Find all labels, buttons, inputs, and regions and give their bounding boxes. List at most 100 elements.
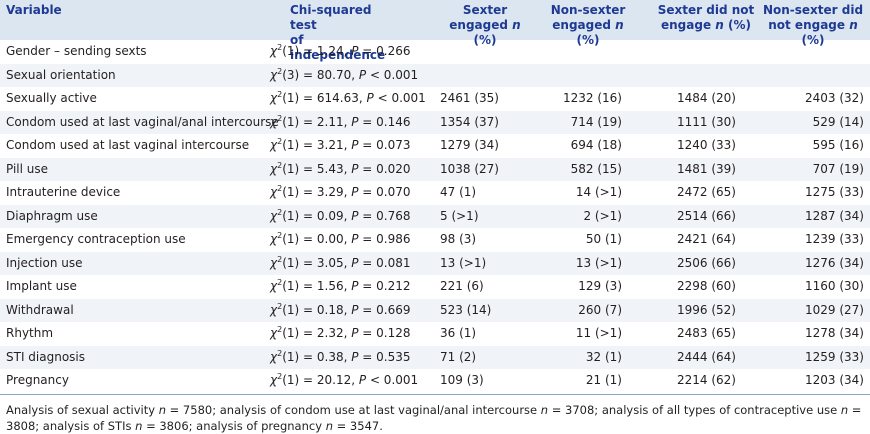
p-value: = 0.768 [358, 208, 411, 223]
cell-sexter-not-engage: 2444 (64) [677, 349, 736, 364]
cell-sexter-engaged: 5 (>1) [440, 208, 479, 223]
chi-symbol: χ [270, 208, 278, 223]
header-variable: Variable [6, 3, 62, 17]
table-row: Sexually active χ2(1) = 614.63, P < 0.001… [0, 87, 870, 110]
chi-value: (1) = 0.09, [282, 208, 352, 223]
cell-non-sexter-not-engage: 595 (16) [812, 138, 864, 152]
p-symbol: P [351, 44, 359, 58]
cell-variable: Condom used at last vaginal/anal interco… [6, 114, 279, 129]
cell-non-sexter-engaged: 129 (3) [578, 279, 622, 293]
p-symbol: P [351, 185, 359, 199]
cell-sexter-not-engage: 2298 (60) [677, 279, 736, 293]
footnote-text-3: = 3708; analysis of all types of contrac… [548, 403, 841, 417]
p-value: < 0.001 [366, 373, 419, 387]
cell-non-sexter-not-engage: 1029 (27) [805, 302, 864, 317]
table-row: Injection use χ2(1) = 3.05, P = 0.081 13 (… [0, 251, 870, 275]
cell-non-sexter-not-engage: 1276 (34) [805, 255, 864, 270]
p-symbol: P [358, 67, 367, 82]
chi-value: (1) = 20.12, [282, 373, 359, 387]
p-symbol: P [351, 326, 359, 340]
cell-non-sexter-not-engage: 707 (19) [812, 161, 864, 176]
cell-variable: Condom used at last vaginal intercourse [6, 138, 250, 152]
p-value: = 0.669 [358, 302, 411, 317]
cell-non-sexter-engaged: 32 (1) [585, 349, 622, 364]
header-chi-line1: Chi-squared test [290, 3, 372, 32]
footnote-n-5: n [325, 419, 333, 433]
footnote-n-3: n [840, 403, 849, 417]
cell-non-sexter-engaged: 11 (>1) [575, 326, 622, 340]
cell-sexter-not-engage: 1111 (30) [677, 114, 736, 129]
table-row: Withdrawal χ2(1) = 0.18, P = 0.669 523 (14… [0, 298, 870, 322]
chi-exponent: 2 [277, 66, 283, 76]
cell-variable: Diaphragm use [6, 208, 98, 223]
footnote-text-4: = 3808; analysis of STIs [6, 403, 862, 433]
table-row: Intrauterine device χ2(1) = 3.29, P = 0.0… [0, 181, 870, 204]
cell-sexter-not-engage: 2514 (66) [677, 208, 736, 223]
chi-symbol: χ [270, 114, 278, 129]
p-value: < 0.001 [366, 67, 419, 82]
cell-non-sexter-engaged: 260 (7) [578, 302, 622, 317]
cell-variable: STI diagnosis [6, 349, 86, 364]
cell-non-sexter-not-engage: 2403 (32) [805, 91, 864, 105]
p-symbol: P [351, 161, 359, 176]
cell-chi-squared: χ2(1) = 2.11, P = 0.146 [270, 111, 411, 134]
cell-non-sexter-not-engage: 1160 (30) [805, 279, 864, 293]
p-symbol: P [366, 91, 374, 105]
cell-non-sexter-not-engage: 1203 (34) [805, 373, 864, 387]
cell-chi-squared: χ2(1) = 3.29, P = 0.070 [270, 181, 411, 204]
chi-exponent: 2 [277, 160, 283, 170]
cell-non-sexter-engaged: 582 (15) [570, 161, 622, 176]
p-symbol: P [351, 349, 359, 364]
chi-symbol: χ [270, 349, 278, 364]
footnote-n-4: n [135, 419, 143, 433]
cell-variable: Sexually active [6, 91, 97, 105]
cell-sexter-not-engage: 2506 (66) [677, 255, 736, 270]
cell-variable: Gender – sending sexts [6, 44, 147, 58]
chi-exponent: 2 [277, 231, 283, 240]
p-value: = 0.212 [358, 279, 411, 293]
p-value: = 0.986 [358, 232, 411, 246]
cell-sexter-not-engage: 1484 (20) [677, 91, 736, 105]
p-symbol: P [351, 138, 359, 152]
p-value: = 0.073 [358, 138, 411, 152]
cell-variable: Rhythm [6, 326, 54, 340]
cell-sexter-engaged: 221 (6) [440, 279, 484, 293]
chi-exponent: 2 [277, 348, 283, 358]
cell-variable: Intrauterine device [6, 185, 121, 199]
chi-exponent: 2 [277, 184, 283, 193]
chi-exponent: 2 [277, 301, 283, 311]
cell-sexter-engaged: 47 (1) [440, 185, 477, 199]
chi-exponent: 2 [277, 325, 283, 334]
cell-variable: Implant use [6, 279, 77, 293]
cell-variable: Pregnancy [6, 373, 69, 387]
p-value: = 0.535 [358, 349, 411, 364]
cell-sexter-engaged: 523 (14) [440, 302, 492, 317]
cell-variable: Pill use [6, 161, 49, 176]
cell-sexter-engaged: 1354 (37) [440, 114, 499, 129]
cell-non-sexter-engaged: 50 (1) [585, 232, 622, 246]
cell-sexter-not-engage: 2214 (62) [677, 373, 736, 387]
header-c4-line1: Non-sexter did [762, 3, 864, 17]
table-row: Rhythm χ2(1) = 2.32, P = 0.128 36 (1) 11 (>… [0, 322, 870, 345]
p-symbol: P [358, 373, 367, 387]
p-symbol: P [351, 208, 359, 223]
chi-value: (1) = 614.63, [282, 91, 367, 105]
cell-sexter-not-engage: 1240 (33) [677, 138, 736, 152]
cell-chi-squared: χ2(1) = 2.32, P = 0.128 [270, 322, 411, 345]
header-sexter-engaged: Sexter engaged n (%) [440, 3, 530, 48]
footnote-text-5: = 3806; analysis of pregnancy [142, 419, 326, 433]
header-non-sexter-engaged: Non-sexter engaged n (%) [540, 3, 636, 48]
cell-non-sexter-not-engage: 1278 (34) [805, 326, 864, 340]
cell-chi-squared: χ2(1) = 1.24, P = 0.266 [270, 40, 411, 63]
header-sexter-not-engage: Sexter did not engage n (%) [652, 3, 760, 33]
p-value: = 0.128 [358, 326, 411, 340]
header-c3-line2: engage n (%) [661, 18, 751, 32]
footnote-n-1: n [158, 403, 166, 417]
cell-variable: Withdrawal [6, 302, 74, 317]
table-row: STI diagnosis χ2(1) = 0.38, P = 0.535 71 (… [0, 345, 870, 369]
chi-symbol: χ [270, 373, 278, 387]
p-value: = 0.070 [358, 185, 411, 199]
chi-exponent: 2 [277, 207, 283, 217]
p-value: < 0.001 [373, 91, 426, 105]
cell-sexter-not-engage: 2483 (65) [677, 326, 736, 340]
